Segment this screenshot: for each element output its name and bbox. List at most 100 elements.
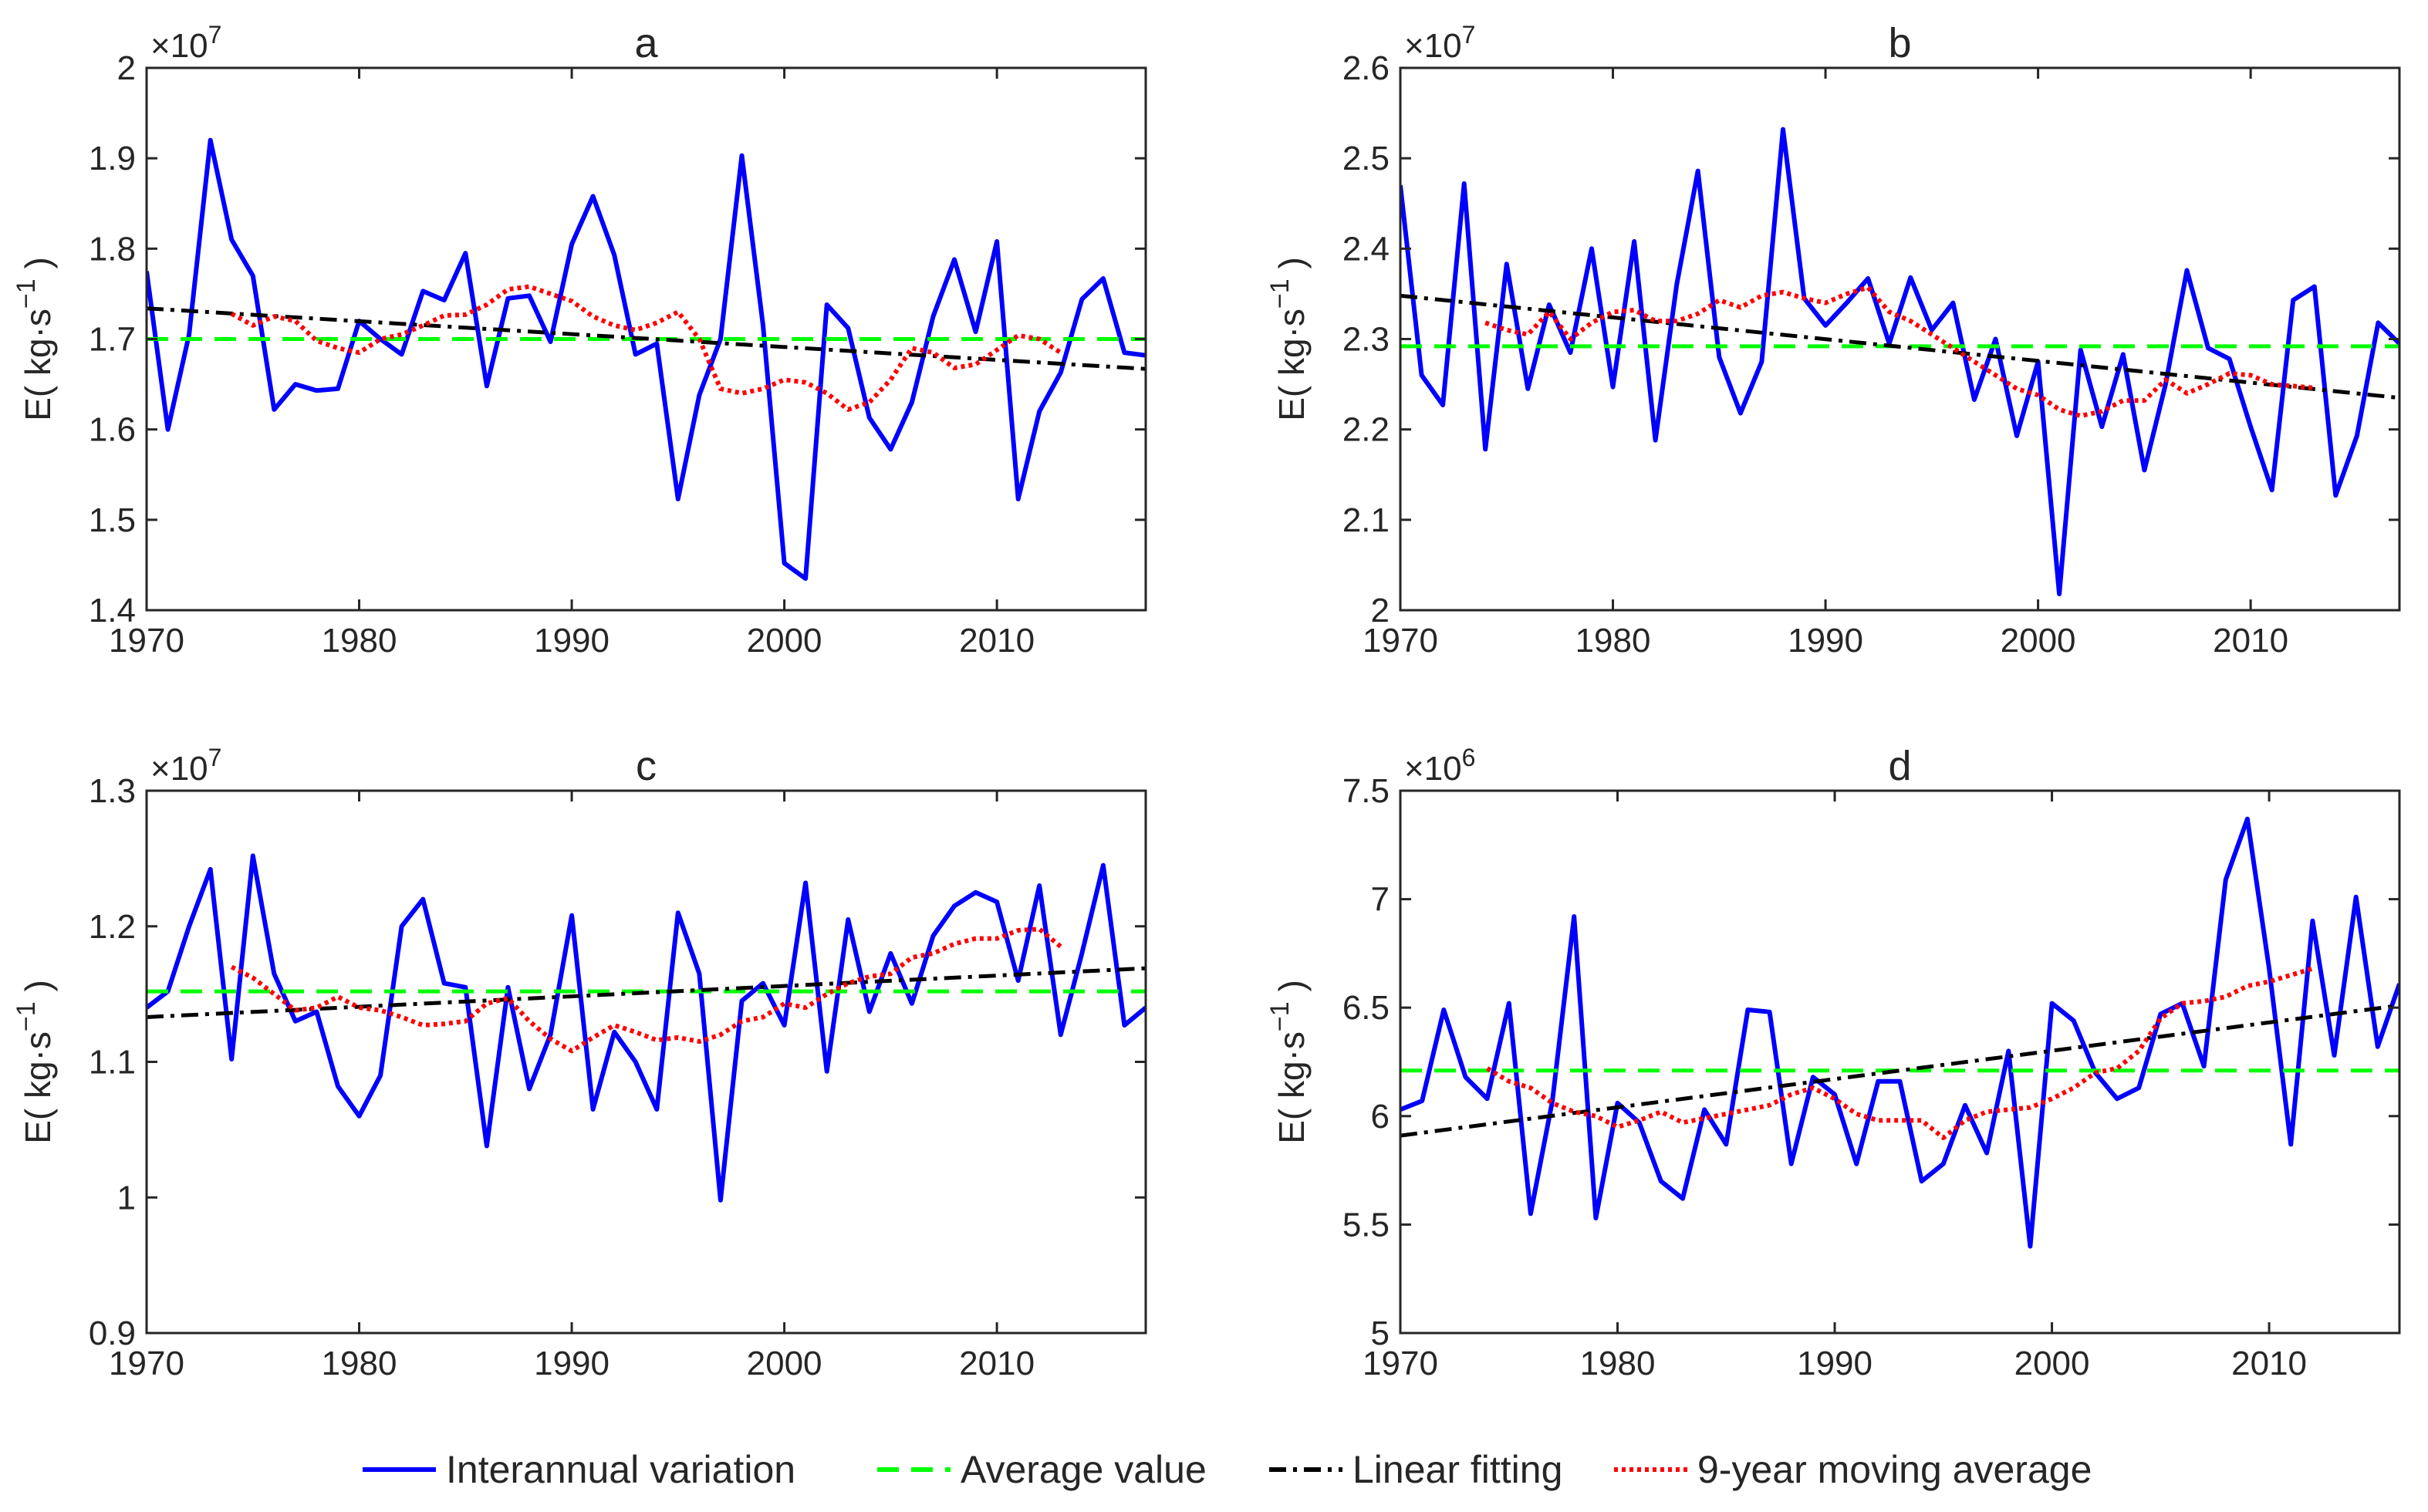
- series-linear: [147, 966, 1146, 1019]
- series-linear: [1400, 1003, 2399, 1138]
- x-tick-label: 1980: [1580, 1345, 1656, 1382]
- y-axis-label-sup: −1: [1265, 278, 1295, 309]
- legend-label-moving: 9-year moving average: [1697, 1448, 2092, 1491]
- y-tick-label: 2: [117, 49, 136, 87]
- exponent-label: ×106: [1404, 744, 1475, 788]
- y-axis-label-sup: −1: [12, 1001, 41, 1031]
- axes-box: [1399, 66, 2401, 612]
- y-tick-label: 1: [117, 1179, 136, 1217]
- x-tick-label: 1990: [1797, 1345, 1872, 1382]
- series-interannual: [1400, 127, 2399, 596]
- x-tick-label: 1980: [1575, 622, 1651, 660]
- y-tick-label: 2.5: [1342, 140, 1390, 177]
- y-tick-label: 2.2: [1342, 411, 1390, 449]
- y-tick-label: 1.9: [89, 140, 136, 177]
- series-moving: [230, 926, 1062, 1054]
- x-tick-label: 1970: [109, 1345, 184, 1382]
- y-axis-label-suffix: ): [18, 257, 58, 278]
- exponent-power: 7: [208, 744, 222, 771]
- x-tick-label: 2010: [959, 1345, 1035, 1382]
- x-tick-label: 1990: [534, 1345, 610, 1382]
- series-moving: [1484, 285, 2315, 419]
- x-tick-label: 2000: [747, 1345, 822, 1382]
- y-axis-label: E( kg·s−1 ): [1265, 257, 1312, 421]
- y-axis-label: E( kg·s−1 ): [12, 980, 58, 1144]
- y-tick-label: 1.4: [89, 592, 136, 629]
- x-tick-label: 2010: [2231, 1345, 2307, 1382]
- y-tick-label: 2.1: [1342, 501, 1390, 539]
- y-axis-label: E( kg·s−1 ): [12, 257, 58, 421]
- y-tick-label: 6.5: [1342, 989, 1390, 1027]
- y-tick-label: 0.9: [89, 1315, 136, 1352]
- exponent-power: 6: [1462, 744, 1476, 771]
- exponent-label: ×107: [150, 21, 221, 65]
- y-axis-label-sup: −1: [1265, 1001, 1295, 1031]
- x-tick-label: 1980: [322, 1345, 397, 1382]
- plot-area: [1400, 816, 2399, 1249]
- series-interannual: [1400, 816, 2399, 1249]
- y-tick-label: 1.1: [89, 1044, 136, 1082]
- x-tick-label: 1970: [1363, 622, 1438, 660]
- y-tick-label: 2.3: [1342, 321, 1390, 359]
- legend-label-average: Average value: [961, 1448, 1207, 1491]
- y-tick-label: 1.2: [89, 908, 136, 946]
- panel-b: 1970 1980 1990 2000 2010 2 2.1 2.2 2.3 2.4 2.5 2.6 ×…: [1265, 20, 2401, 660]
- series-moving: [1486, 966, 2314, 1140]
- y-axis-label-prefix: E( kg·s: [1271, 309, 1312, 421]
- y-axis-label: E( kg·s−1 ): [1265, 980, 1312, 1144]
- panel-title: a: [634, 20, 658, 66]
- axes-box: [145, 789, 1147, 1335]
- x-tick-label: 1980: [322, 622, 397, 660]
- y-tick-label: 7: [1371, 881, 1390, 919]
- panel-c: 1970 1980 1990 2000 2010 0.9 1 1.1 1.2 1.3 ×107 c E(…: [12, 743, 1147, 1382]
- y-axis-label-suffix: ): [18, 980, 58, 1001]
- y-tick-label: 1.5: [89, 501, 136, 539]
- exponent-power: 7: [208, 21, 222, 49]
- x-tick-label: 1970: [1363, 1345, 1438, 1382]
- exponent-power: 7: [1462, 21, 1476, 49]
- y-tick-label: 2.4: [1342, 230, 1390, 268]
- axes-box: [1399, 789, 2401, 1335]
- y-axis-label-suffix: ): [1271, 980, 1312, 1001]
- x-tick-label: 1990: [534, 622, 610, 660]
- y-tick-label: 6: [1371, 1098, 1390, 1136]
- panel-title: d: [1888, 743, 1911, 789]
- panel-title: b: [1888, 20, 1911, 66]
- x-tick-label: 2000: [2014, 1345, 2090, 1382]
- x-tick-label: 1990: [1788, 622, 1863, 660]
- y-tick-label: 5: [1371, 1315, 1390, 1352]
- exponent-label: ×107: [150, 744, 221, 788]
- x-tick-label: 2000: [747, 622, 822, 660]
- series-linear: [1400, 293, 2399, 400]
- x-tick-label: 2000: [2001, 622, 2076, 660]
- exponent-label: ×107: [1404, 21, 1475, 65]
- series-interannual: [147, 137, 1146, 581]
- y-tick-label: 7.5: [1342, 772, 1390, 810]
- y-axis-label-prefix: E( kg·s: [18, 309, 58, 421]
- y-axis-label-prefix: E( kg·s: [1271, 1031, 1312, 1144]
- y-tick-label: 1.3: [89, 772, 136, 810]
- y-tick-label: 1.8: [89, 230, 136, 268]
- x-tick-label: 2010: [2213, 622, 2288, 660]
- plot-area: [147, 853, 1146, 1203]
- y-axis-label-prefix: E( kg·s: [18, 1031, 58, 1144]
- series-moving: [230, 284, 1062, 412]
- series-linear: [147, 306, 1146, 371]
- y-tick-label: 2: [1371, 592, 1390, 629]
- y-tick-label: 1.7: [89, 321, 136, 359]
- x-tick-label: 2010: [959, 622, 1035, 660]
- panel-d: 1970 1980 1990 2000 2010 5 5.5 6 6.5 7 7.5 ×106 d E( …: [1265, 743, 2401, 1382]
- plot-area: [147, 137, 1146, 581]
- y-tick-label: 1.6: [89, 411, 136, 449]
- series-interannual: [147, 853, 1146, 1203]
- x-tick-label: 1970: [109, 622, 184, 660]
- y-axis-label-sup: −1: [12, 278, 41, 309]
- legend-label-linear: Linear fitting: [1352, 1448, 1562, 1491]
- plot-area: [1400, 127, 2399, 596]
- y-axis-label-suffix: ): [1271, 257, 1312, 278]
- panel-a: 1970 1980 1990 2000 2010 1.4 1.5 1.6 1.7 1.8 1.9 2 ×…: [12, 20, 1147, 660]
- legend: Interannual variation Average value Line…: [363, 1448, 2092, 1491]
- legend-label-interannual: Interannual variation: [446, 1448, 795, 1491]
- panel-title: c: [636, 743, 657, 789]
